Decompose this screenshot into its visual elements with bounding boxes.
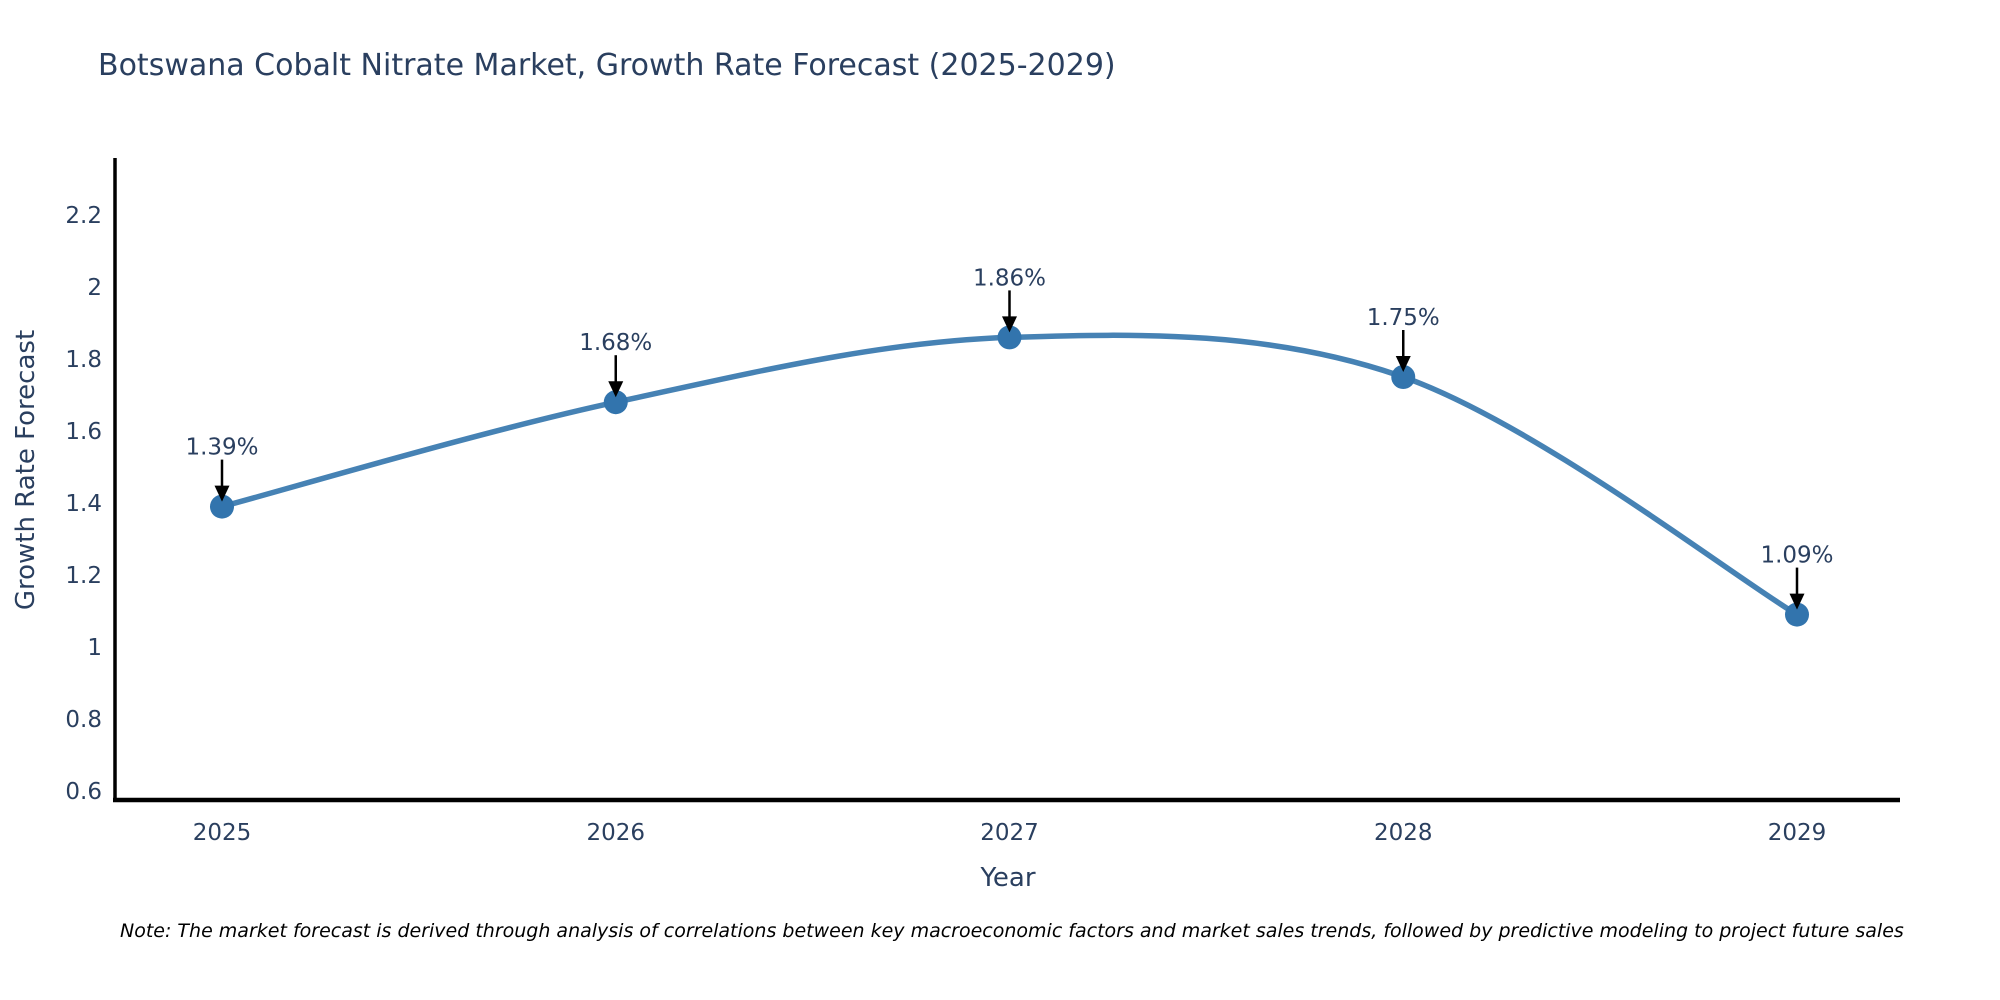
- x-tick-label: 2026: [586, 820, 645, 846]
- y-tick-label: 1: [87, 635, 102, 661]
- y-tick-label: 2: [87, 275, 102, 301]
- data-point-label: 1.86%: [973, 265, 1046, 291]
- data-point-label: 1.68%: [579, 330, 652, 356]
- data-point-marker: [1785, 602, 1809, 627]
- data-point-label: 1.75%: [1367, 305, 1440, 331]
- annotation-arrow-head: [214, 485, 230, 502]
- annotation-arrow-head: [1002, 316, 1017, 333]
- data-point-label: 1.39%: [185, 435, 258, 461]
- y-tick-label: 0.8: [65, 707, 102, 733]
- x-tick-label: 2028: [1374, 820, 1433, 846]
- forecast-line-series: [219, 332, 1800, 618]
- data-point-marker: [603, 390, 628, 415]
- footnote: Note: The market forecast is derived thr…: [120, 920, 1904, 942]
- chart-title: Botswana Cobalt Nitrate Market, Growth R…: [98, 48, 1116, 83]
- data-point-label: 1.09%: [1760, 543, 1833, 569]
- annotation-arrow-head: [1395, 356, 1411, 372]
- y-tick-label: 1.6: [65, 419, 102, 445]
- data-point-marker: [997, 325, 1022, 350]
- annotation-arrow-head: [608, 381, 624, 398]
- y-tick-label: 1.8: [65, 347, 102, 373]
- x-tick-label: 2025: [193, 820, 252, 846]
- data-point-marker: [210, 494, 234, 519]
- x-axis-title: Year: [980, 863, 1036, 893]
- y-tick-label: 0.6: [65, 779, 102, 805]
- y-tick-label: 1.2: [65, 563, 102, 589]
- y-tick-label: 2.2: [65, 203, 102, 229]
- x-tick-label: 2029: [1768, 820, 1827, 846]
- annotation-arrow-head: [1789, 593, 1805, 610]
- y-tick-label: 1.4: [65, 491, 102, 517]
- x-tick-label: 2027: [980, 820, 1039, 846]
- data-point-marker: [1391, 365, 1416, 389]
